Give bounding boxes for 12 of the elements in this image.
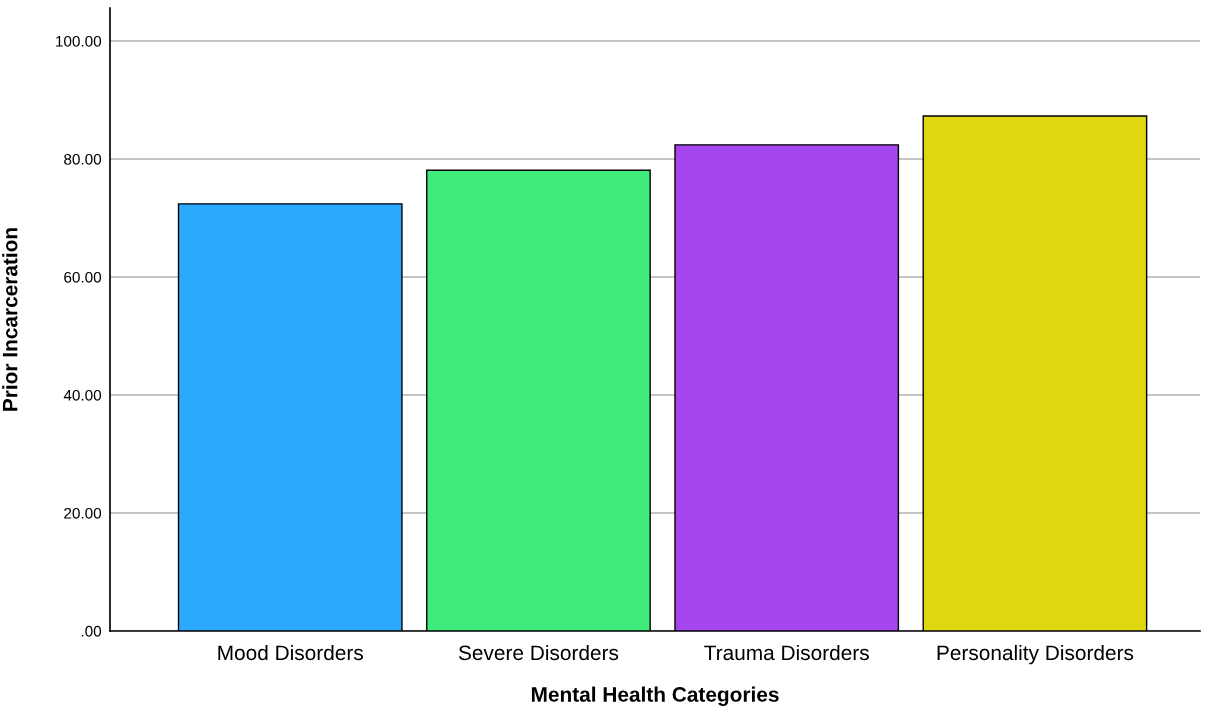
y-axis-title: Prior Incarceration — [2, 228, 18, 411]
y-tick-label: 60.00 — [64, 271, 102, 283]
y-tick-label: .00 — [81, 625, 102, 637]
y-tick-label: 80.00 — [64, 153, 102, 165]
x-tick-label: Severe Disorders — [458, 644, 619, 661]
x-tick-label: Trauma Disorders — [704, 644, 869, 661]
y-tick-label: 100.00 — [56, 35, 102, 47]
x-axis-title: Mental Health Categories — [531, 686, 779, 707]
x-tick-label: Mood Disorders — [218, 644, 363, 661]
x-tick-label: Personality Disorders — [937, 644, 1134, 665]
y-tick-label: 20.00 — [64, 507, 102, 519]
y-tick-label: 40.00 — [63, 389, 102, 401]
